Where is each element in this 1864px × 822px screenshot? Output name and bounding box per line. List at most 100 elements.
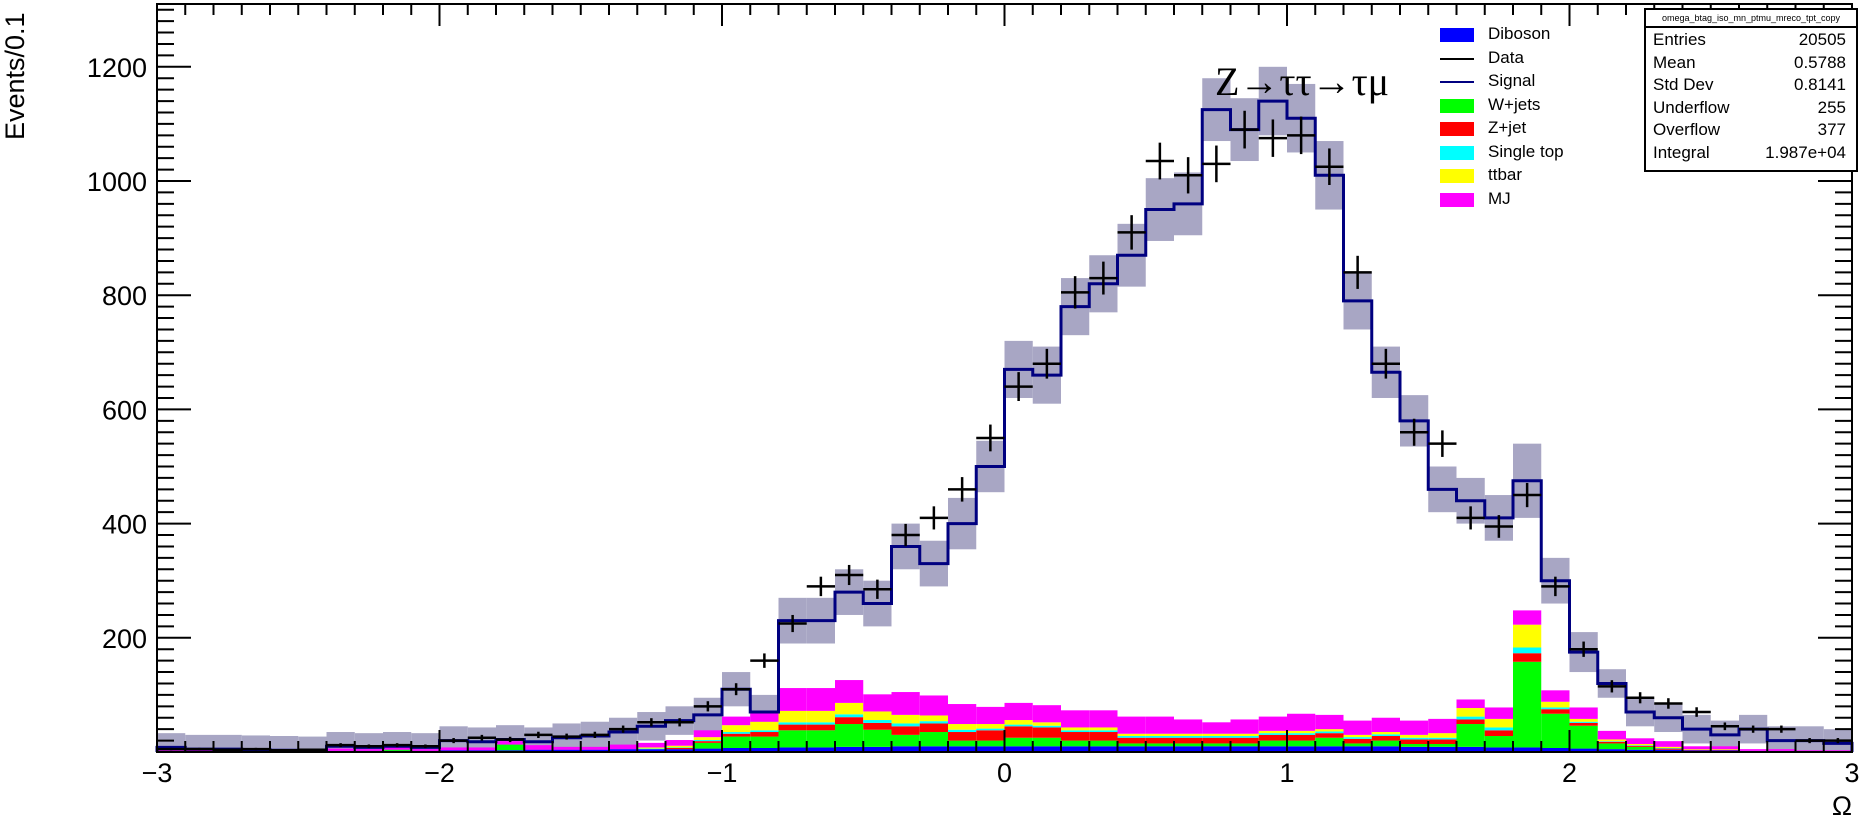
stack-bar-diboson <box>1061 746 1090 752</box>
stack-bar-mj <box>863 694 892 712</box>
legend-label: Data <box>1488 47 1524 67</box>
stack-bar-w-jets <box>693 742 722 749</box>
stack-bar-diboson <box>665 749 694 752</box>
stack-bar-single-top <box>1032 725 1061 728</box>
stack-bar-diboson <box>1371 746 1400 752</box>
stack-bar-diboson <box>750 748 779 752</box>
stack-bar-w-jets <box>919 732 948 747</box>
stack-bar-z-jet <box>1287 734 1316 741</box>
stats-key: Std Dev <box>1653 75 1714 94</box>
stack-bar-ttbar <box>1569 718 1598 722</box>
stack-bar-mj <box>693 730 722 738</box>
stack-bar-z-jet <box>1484 730 1513 737</box>
stack-bar-z-jet <box>891 726 920 735</box>
legend-swatch <box>1440 145 1474 160</box>
stack-bar-ttbar <box>806 710 835 723</box>
stack-bar-diboson <box>778 747 807 752</box>
stack-bar-mj <box>1795 750 1824 752</box>
stats-key: Mean <box>1653 52 1696 72</box>
stack-bar-ttbar <box>1626 744 1655 746</box>
stack-bar-mj <box>1597 730 1626 740</box>
stack-bar-z-jet <box>948 732 977 741</box>
stack-bar-single-top <box>1428 737 1457 740</box>
stack-bar-mj <box>326 748 355 751</box>
stack-bar-z-jet <box>1230 737 1259 744</box>
stats-box: omega_btag_iso_mn_ptmu_mreco_tpt_copy En… <box>1644 8 1858 172</box>
stack-bar-single-top <box>1145 736 1174 738</box>
stack-bar-mj <box>891 692 920 715</box>
stats-row: Overflow 377 <box>1646 118 1856 141</box>
stack-bar-z-jet <box>806 724 835 731</box>
stack-bar-mj <box>383 747 412 750</box>
stats-rows: Entries 20505 Mean 0.5788 Std Dev 0.8141 Under… <box>1646 28 1856 163</box>
stack-bar-diboson <box>1597 749 1626 752</box>
x-tick-label: 3 <box>1844 758 1859 788</box>
y-tick-label: 600 <box>102 395 147 425</box>
stats-row: Mean 0.5788 <box>1646 51 1856 74</box>
stack-bar-diboson <box>1343 746 1372 752</box>
stack-bar-w-jets <box>1626 746 1655 750</box>
stack-bar-w-jets <box>1597 743 1626 750</box>
stack-bar-diboson <box>1541 748 1570 752</box>
stack-bar-w-jets <box>1287 740 1316 747</box>
legend-label: Single top <box>1488 141 1564 161</box>
stack-bar-single-top <box>750 730 779 733</box>
stack-bar-diboson <box>1484 747 1513 752</box>
stack-bar-w-jets <box>1089 740 1118 747</box>
stack-bar-ttbar <box>722 725 751 733</box>
stack-bar-ttbar <box>1484 718 1513 728</box>
stack-bar-w-jets <box>1174 743 1203 747</box>
stack-bar-single-top <box>1626 745 1655 746</box>
stack-bar-z-jet <box>1061 732 1090 741</box>
stack-bar-w-jets <box>750 736 779 749</box>
stack-bar-mj <box>1569 707 1598 719</box>
legend-swatch <box>1440 169 1474 183</box>
stack-bar-mj <box>1541 690 1570 702</box>
stack-bar-diboson <box>524 749 553 752</box>
stack-bar-mj <box>1513 610 1542 625</box>
stack-bar-z-jet <box>1541 709 1570 714</box>
stack-bar-z-jet <box>919 723 948 733</box>
stack-bar-z-jet <box>750 732 779 737</box>
stack-bar-w-jets <box>863 729 892 747</box>
stats-key: Underflow <box>1653 97 1730 117</box>
signal-band-bar <box>298 736 327 752</box>
stack-bar-single-top <box>1400 737 1429 740</box>
stack-bar-w-jets <box>1315 737 1344 747</box>
stack-bar-ttbar <box>778 710 807 723</box>
stack-bar-mj <box>835 680 864 703</box>
legend-swatch <box>1440 122 1474 136</box>
stack-bar-single-top <box>1004 724 1033 727</box>
stack-bar-single-top <box>1315 731 1344 734</box>
stack-bar-diboson <box>1202 746 1231 752</box>
stack-bar-diboson <box>1032 746 1061 752</box>
stack-bar-single-top <box>1202 736 1231 738</box>
stack-bar-z-jet <box>1654 748 1683 750</box>
stack-bar-diboson <box>1258 746 1287 752</box>
stack-bar-w-jets <box>976 740 1005 747</box>
stack-bar-z-jet <box>1032 727 1061 738</box>
stack-bar-mj <box>1202 722 1231 734</box>
stack-bar-diboson <box>1230 746 1259 752</box>
stack-bar-ttbar <box>1230 733 1259 737</box>
stack-bar-w-jets <box>778 730 807 748</box>
stack-bar-diboson <box>1145 746 1174 752</box>
stack-bar-single-top <box>722 732 751 734</box>
stack-bar-diboson <box>976 746 1005 752</box>
legend-label: Diboson <box>1488 24 1551 43</box>
stack-bar-w-jets <box>1061 740 1090 747</box>
stack-bar-mj <box>919 695 948 716</box>
stack-bar-mj <box>354 749 383 751</box>
stack-bar-mj <box>1230 719 1259 734</box>
stack-bar-single-top <box>665 747 694 749</box>
stack-bar-z-jet <box>1513 653 1542 662</box>
stack-bar-w-jets <box>1343 743 1372 747</box>
stack-bar-diboson <box>1569 748 1598 752</box>
stack-bar-mj <box>411 749 440 751</box>
stack-bar-single-top <box>693 740 722 742</box>
stack-bar-w-jets <box>1569 725 1598 749</box>
stack-bar-mj <box>778 688 807 711</box>
stack-bar-diboson <box>1004 746 1033 752</box>
stack-bar-diboson <box>552 749 581 752</box>
x-tick-label: 1 <box>1279 758 1294 788</box>
